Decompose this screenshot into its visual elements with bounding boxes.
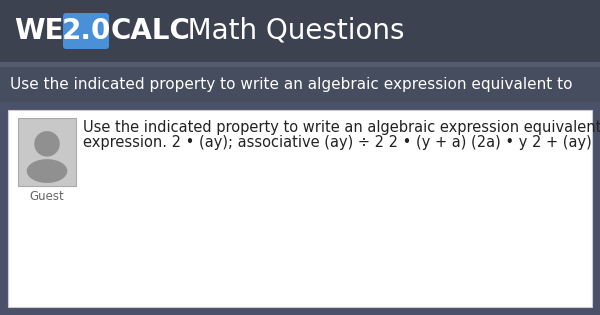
Text: Use the indicated property to write an algebraic expression equivalent to the gi: Use the indicated property to write an a…	[83, 120, 600, 135]
Bar	[8, 110, 592, 307]
Text: 2.0: 2.0	[61, 17, 110, 45]
Text: expression. 2 • (ay); associative (ay) ÷ 2 2 • (y + a) (2a) • y 2 + (ay): expression. 2 • (ay); associative (ay) ÷…	[83, 135, 592, 150]
Text: Math Questions: Math Questions	[161, 17, 404, 45]
Bar	[0, 102, 600, 315]
Text: Use the indicated property to write an algebraic expression equivalent to: Use the indicated property to write an a…	[10, 77, 572, 92]
Bar	[0, 67, 600, 102]
Text: Guest: Guest	[29, 190, 64, 203]
Circle shape	[34, 131, 60, 157]
Text: WEB: WEB	[14, 17, 85, 45]
Bar	[0, 0, 600, 62]
FancyBboxPatch shape	[63, 13, 109, 49]
Bar	[0, 62, 600, 67]
Text: CALC: CALC	[111, 17, 191, 45]
Ellipse shape	[27, 159, 67, 183]
Bar	[18, 118, 76, 186]
